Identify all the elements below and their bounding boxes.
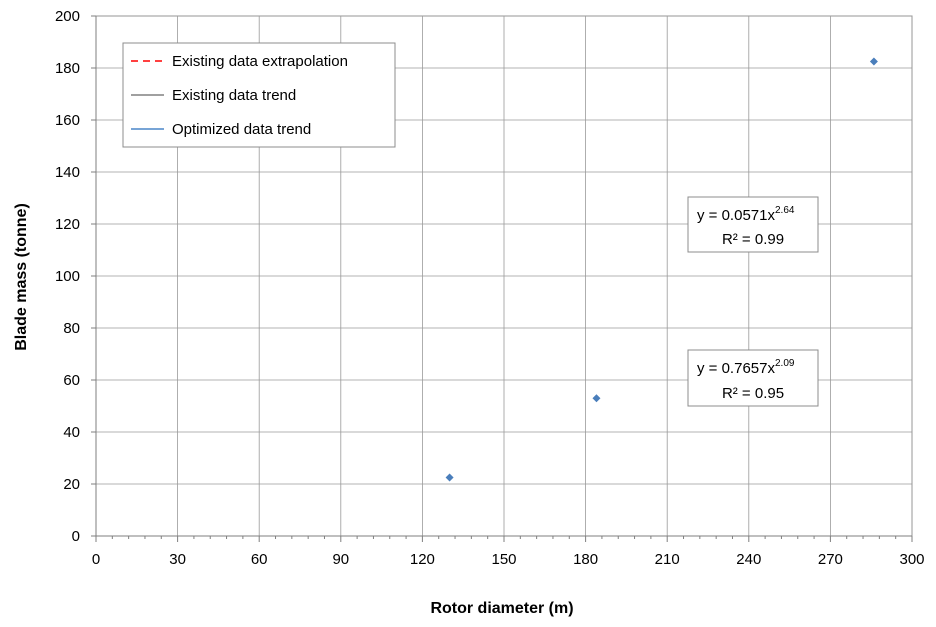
data-point bbox=[869, 57, 878, 66]
y-tick-label: 80 bbox=[63, 320, 80, 337]
x-tick-label: 90 bbox=[332, 551, 349, 568]
legend-label-existing-data-extrapolation: Existing data extrapolation bbox=[172, 53, 348, 70]
x-tick-label: 210 bbox=[655, 551, 680, 568]
legend: Existing data extrapolation Existing dat… bbox=[122, 42, 396, 148]
axes bbox=[91, 15, 913, 542]
y-tick-label: 140 bbox=[55, 164, 80, 181]
y-tick-label: 0 bbox=[72, 528, 80, 545]
y-tick-label: 160 bbox=[55, 112, 80, 129]
legend-label-optimized-data-trend: Optimized data trend bbox=[172, 121, 311, 138]
equation-text-existing: y = 0.7657x2.09 bbox=[697, 358, 795, 377]
x-tick-label: 300 bbox=[899, 551, 924, 568]
y-tick-label: 60 bbox=[63, 372, 80, 389]
x-tick-label: 150 bbox=[491, 551, 516, 568]
y-tick-label: 20 bbox=[63, 476, 80, 493]
equation-label-optimized: y = 0.0571x2.64 R² = 0.99 bbox=[687, 196, 819, 253]
x-tick-label: 30 bbox=[169, 551, 186, 568]
x-tick-label: 240 bbox=[736, 551, 761, 568]
y-tick-label: 200 bbox=[55, 8, 80, 25]
data-point bbox=[592, 394, 601, 403]
equation-label-existing: y = 0.7657x2.09 R² = 0.95 bbox=[687, 349, 819, 407]
legend-label-existing-data-trend: Existing data trend bbox=[172, 87, 296, 104]
equation-box-optimized bbox=[687, 196, 819, 253]
y-tick-label: 40 bbox=[63, 424, 80, 441]
x-tick-label: 120 bbox=[410, 551, 435, 568]
y-axis-title: Blade mass (tonne) bbox=[13, 203, 30, 351]
y-tick-label: 180 bbox=[55, 60, 80, 77]
x-tick-label: 180 bbox=[573, 551, 598, 568]
r-squared-optimized: R² = 0.99 bbox=[722, 231, 784, 248]
data-point bbox=[445, 473, 454, 482]
legend-box bbox=[122, 42, 396, 148]
data-points bbox=[445, 57, 878, 482]
x-tick-label: 60 bbox=[251, 551, 268, 568]
y-tick-label: 100 bbox=[55, 268, 80, 285]
tick-labels: 0 30 60 90 120 150 180 210 240 270 300 0 20 40 60 80 100… bbox=[55, 8, 925, 568]
equation-text-optimized: y = 0.0571x2.64 bbox=[697, 205, 795, 224]
y-tick-label: 120 bbox=[55, 216, 80, 233]
x-tick-label: 0 bbox=[92, 551, 100, 568]
x-tick-label: 270 bbox=[818, 551, 843, 568]
equation-box-existing bbox=[687, 349, 819, 407]
r-squared-existing: R² = 0.95 bbox=[722, 385, 784, 402]
x-axis-title: Rotor diameter (m) bbox=[430, 600, 573, 617]
